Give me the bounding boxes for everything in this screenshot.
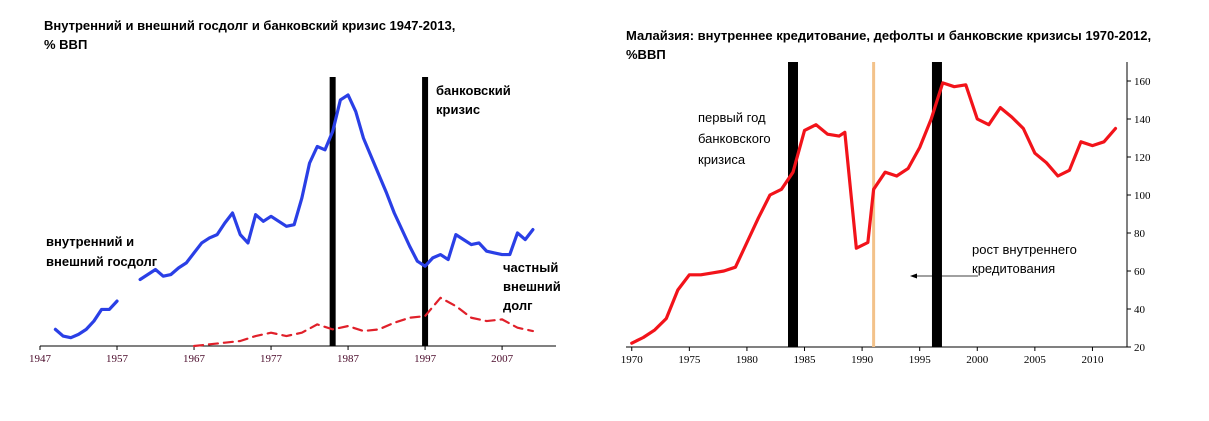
left-public-debt-line	[138, 93, 535, 282]
right-annotation-line: рост внутреннего	[972, 242, 1077, 257]
left-annotation-line: внешний госдолг	[46, 254, 158, 269]
left-annotation-line: внутренний и	[46, 234, 134, 249]
right-chart-svg: 1970 1975 1980 1985 1990 1995 2000 2005 2010 20 40…	[621, 62, 1151, 366]
left-chart-panel: Внутренний и внешний госдолг и банковски…	[0, 0, 600, 421]
left-chart-title: Внутренний и внешний госдолг и банковски…	[44, 16, 455, 54]
left-annotation-line: кризис	[436, 102, 480, 117]
right-x-tick-label: 1985	[794, 354, 817, 366]
right-x-tick-label: 1980	[736, 354, 759, 366]
right-x-tick-label: 1975	[678, 354, 701, 366]
left-x-tick-label: 1977	[260, 353, 283, 365]
left-title-line-2: % ВВП	[44, 37, 88, 52]
right-arrow-head	[910, 273, 917, 279]
left-crisis-bar	[422, 77, 429, 346]
right-annotation-line: банковского	[698, 131, 771, 146]
left-annotation-line: частный	[503, 260, 558, 275]
right-y-tick-label: 80	[1134, 228, 1146, 240]
right-y-tick-label: 60	[1134, 266, 1146, 278]
right-title-line-1: Малайзия: внутреннее кредитование, дефол…	[626, 28, 1152, 43]
left-crisis-bar	[329, 77, 336, 346]
right-y-tick-label: 40	[1134, 304, 1146, 316]
left-annotation-line: внешний	[503, 279, 561, 294]
right-y-tick-label: 120	[1134, 152, 1151, 164]
left-private-debt-line	[192, 296, 534, 348]
left-x-tick-label: 1957	[106, 353, 129, 365]
right-default-bar	[872, 62, 876, 347]
right-credit-line	[630, 81, 1118, 345]
left-x-tick-label: 1997	[414, 353, 437, 365]
left-public-debt-line	[53, 299, 119, 340]
right-x-tick-label: 2005	[1024, 354, 1047, 366]
left-annotation-line: долг	[503, 298, 533, 313]
right-crisis-bar	[931, 62, 942, 347]
right-annotation-line: кризиса	[698, 152, 746, 167]
right-x-tick-label: 2000	[966, 354, 989, 366]
right-y-tick-label: 160	[1134, 76, 1151, 88]
right-x-tick-label: 1990	[851, 354, 874, 366]
right-y-tick-label: 100	[1134, 190, 1151, 202]
right-chart-title: Малайзия: внутреннее кредитование, дефол…	[626, 26, 1151, 64]
left-x-tick-label: 1987	[337, 353, 360, 365]
right-y-tick-label: 20	[1134, 342, 1146, 354]
right-annotation-line: первый год	[698, 110, 766, 125]
right-x-tick-label: 2010	[1081, 354, 1104, 366]
right-crisis-bar	[788, 62, 798, 347]
right-x-tick-label: 1995	[909, 354, 932, 366]
right-x-tick-label: 1970	[621, 354, 644, 366]
left-x-tick-label: 1947	[29, 353, 52, 365]
left-title-line-1: Внутренний и внешний госдолг и банковски…	[44, 18, 456, 33]
left-x-tick-label: 2007	[491, 353, 514, 365]
right-title-line-2: %ВВП	[626, 47, 666, 62]
left-x-tick-label: 1967	[183, 353, 206, 365]
left-annotation-line: банковский	[436, 83, 511, 98]
right-annotation-line: кредитования	[972, 261, 1055, 276]
left-chart-svg: 1947 1957 1967 1977 1987 1997 2007 банковский кр…	[29, 77, 561, 365]
right-chart-panel: Малайзия: внутреннее кредитование, дефол…	[610, 0, 1209, 421]
right-y-tick-label: 140	[1134, 114, 1151, 126]
